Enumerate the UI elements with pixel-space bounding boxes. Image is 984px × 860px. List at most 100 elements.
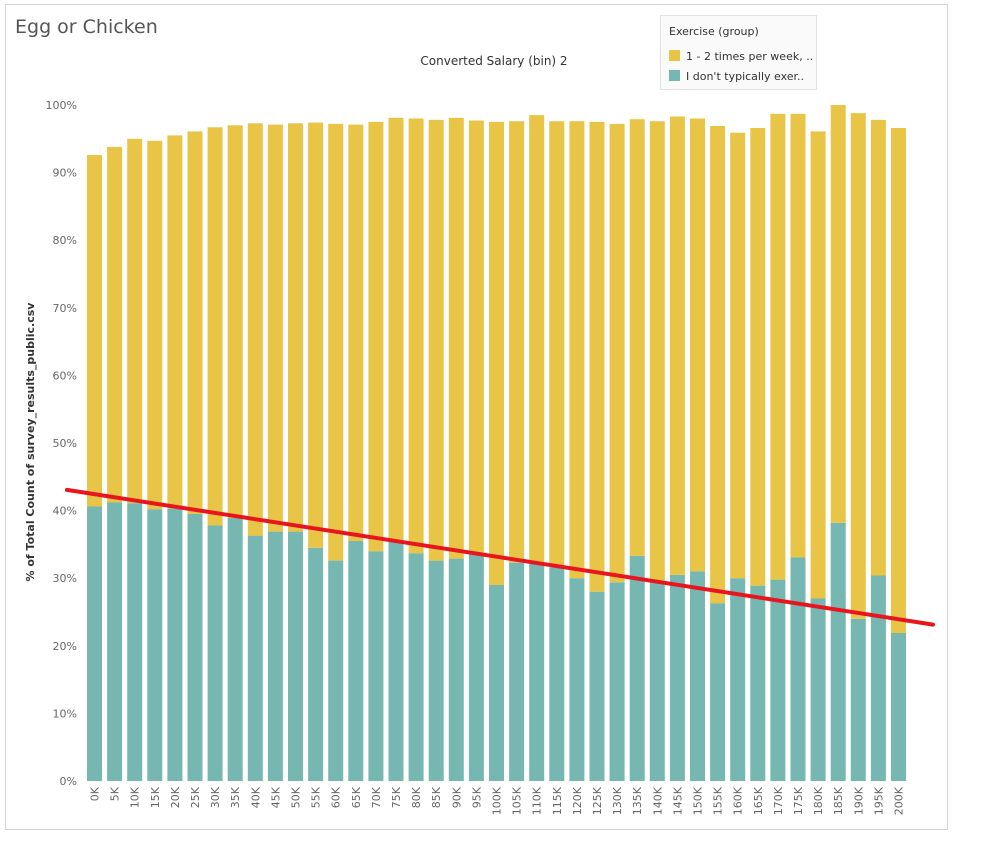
bar-segment-weekly[interactable]: [489, 121, 504, 586]
bars: [87, 105, 906, 781]
bar-segment-weekly[interactable]: [227, 125, 243, 519]
x-tick-label: 50K: [290, 786, 303, 808]
bar-segment-weekly[interactable]: [428, 119, 444, 561]
bar-segment-weekly[interactable]: [529, 115, 545, 564]
bar-segment-weekly[interactable]: [609, 123, 625, 583]
bar-segment-weekly[interactable]: [589, 121, 605, 592]
bar-segment-no-exercise[interactable]: [288, 531, 303, 781]
page-title: Egg or Chicken: [15, 16, 158, 38]
bar-segment-no-exercise[interactable]: [348, 541, 364, 781]
bar-segment-no-exercise[interactable]: [589, 591, 605, 781]
bar-segment-no-exercise[interactable]: [247, 535, 263, 781]
bar-segment-no-exercise[interactable]: [830, 522, 846, 781]
bar-segment-no-exercise[interactable]: [167, 508, 183, 781]
bar-segment-no-exercise[interactable]: [509, 562, 525, 781]
bar-segment-weekly[interactable]: [710, 126, 726, 604]
x-tick-label: 105K: [511, 786, 524, 815]
bar-segment-no-exercise[interactable]: [328, 560, 344, 781]
bar-segment-weekly[interactable]: [388, 117, 404, 542]
bar-segment-weekly[interactable]: [348, 124, 364, 541]
bar-segment-no-exercise[interactable]: [428, 560, 444, 781]
bar-segment-weekly[interactable]: [569, 121, 585, 579]
bar-segment-no-exercise[interactable]: [448, 558, 464, 781]
bar-segment-no-exercise[interactable]: [870, 575, 886, 782]
bar-segment-weekly[interactable]: [810, 131, 826, 599]
bar-segment-weekly[interactable]: [448, 117, 464, 559]
bar-segment-weekly[interactable]: [690, 118, 705, 572]
bar-segment-no-exercise[interactable]: [609, 582, 625, 781]
bar-segment-weekly[interactable]: [408, 118, 424, 554]
bar-segment-no-exercise[interactable]: [87, 506, 102, 782]
bar-segment-no-exercise[interactable]: [468, 554, 484, 782]
bar-segment-weekly[interactable]: [328, 123, 344, 561]
x-tick-label: 95K: [470, 786, 483, 808]
legend-label-weekly: 1 - 2 times per week, ..: [686, 50, 814, 63]
bar-segment-weekly[interactable]: [167, 135, 183, 509]
bar-segment-weekly[interactable]: [247, 123, 263, 536]
bar-segment-no-exercise[interactable]: [629, 555, 645, 781]
x-tick-label: 160K: [732, 786, 745, 815]
bar-segment-no-exercise[interactable]: [388, 541, 404, 781]
bar-segment-weekly[interactable]: [750, 128, 766, 586]
bar-segment-no-exercise[interactable]: [489, 585, 504, 781]
x-tick-label: 40K: [249, 786, 262, 808]
bar-segment-weekly[interactable]: [509, 121, 525, 563]
bar-segment-weekly[interactable]: [308, 122, 324, 548]
x-tick-label: 165K: [752, 786, 765, 815]
bar-segment-no-exercise[interactable]: [750, 585, 766, 781]
x-tick-label: 65K: [350, 786, 363, 808]
bar-segment-no-exercise[interactable]: [227, 518, 243, 781]
bar-segment-weekly[interactable]: [549, 121, 565, 568]
bar-segment-no-exercise[interactable]: [549, 567, 565, 781]
x-tick-label: 90K: [450, 786, 463, 808]
bar-segment-weekly[interactable]: [207, 127, 223, 526]
bar-segment-weekly[interactable]: [187, 131, 203, 514]
bar-segment-weekly[interactable]: [368, 121, 384, 552]
bar-segment-no-exercise[interactable]: [669, 574, 685, 781]
bar-segment-no-exercise[interactable]: [730, 578, 746, 781]
bar-segment-weekly[interactable]: [891, 128, 906, 633]
bar-segment-weekly[interactable]: [830, 105, 846, 523]
bar-segment-weekly[interactable]: [267, 124, 283, 532]
y-axis-label: % of Total Count of survey_results_publi…: [24, 302, 37, 582]
bar-segment-weekly[interactable]: [790, 113, 806, 558]
bar-segment-no-exercise[interactable]: [408, 553, 424, 781]
bar-segment-weekly[interactable]: [730, 132, 746, 579]
bar-segment-no-exercise[interactable]: [710, 603, 726, 781]
bar-segment-weekly[interactable]: [127, 138, 143, 504]
bar-segment-weekly[interactable]: [870, 119, 886, 576]
bar-segment-weekly[interactable]: [770, 113, 786, 580]
bar-segment-weekly[interactable]: [107, 146, 123, 503]
bar-segment-no-exercise[interactable]: [187, 514, 203, 781]
bar-segment-no-exercise[interactable]: [690, 571, 705, 781]
bar-segment-no-exercise[interactable]: [891, 633, 906, 781]
bar-segment-no-exercise[interactable]: [147, 509, 163, 781]
bar-segment-weekly[interactable]: [288, 123, 303, 532]
bar-segment-weekly[interactable]: [850, 113, 866, 619]
bar-segment-weekly[interactable]: [669, 116, 685, 575]
legend-item-no-exercise[interactable]: I don't typically exer..: [669, 70, 814, 84]
bar-segment-weekly[interactable]: [629, 119, 645, 556]
x-tick-label: 185K: [832, 786, 845, 815]
bar-segment-no-exercise[interactable]: [267, 531, 283, 781]
bar-segment-weekly[interactable]: [649, 121, 665, 581]
x-tick-label: 100K: [491, 786, 504, 815]
bar-segment-no-exercise[interactable]: [107, 502, 123, 782]
bar-segment-weekly[interactable]: [468, 120, 484, 555]
legend-item-weekly[interactable]: 1 - 2 times per week, ..: [669, 50, 814, 64]
bar-segment-no-exercise[interactable]: [569, 578, 585, 781]
bar-segment-no-exercise[interactable]: [810, 598, 826, 782]
bar-segment-no-exercise[interactable]: [368, 551, 384, 781]
bar-segment-no-exercise[interactable]: [207, 525, 223, 782]
bar-segment-no-exercise[interactable]: [308, 547, 324, 781]
bar-segment-no-exercise[interactable]: [850, 618, 866, 781]
bar-segment-no-exercise[interactable]: [790, 557, 806, 781]
bar-segment-no-exercise[interactable]: [127, 503, 143, 781]
bar-segment-weekly[interactable]: [87, 155, 102, 507]
x-tick-label: 60K: [330, 786, 343, 808]
bar-segment-no-exercise[interactable]: [529, 564, 545, 781]
bar-segment-weekly[interactable]: [147, 140, 163, 510]
bar-segment-no-exercise[interactable]: [649, 580, 665, 781]
bar-segment-no-exercise[interactable]: [770, 579, 786, 781]
